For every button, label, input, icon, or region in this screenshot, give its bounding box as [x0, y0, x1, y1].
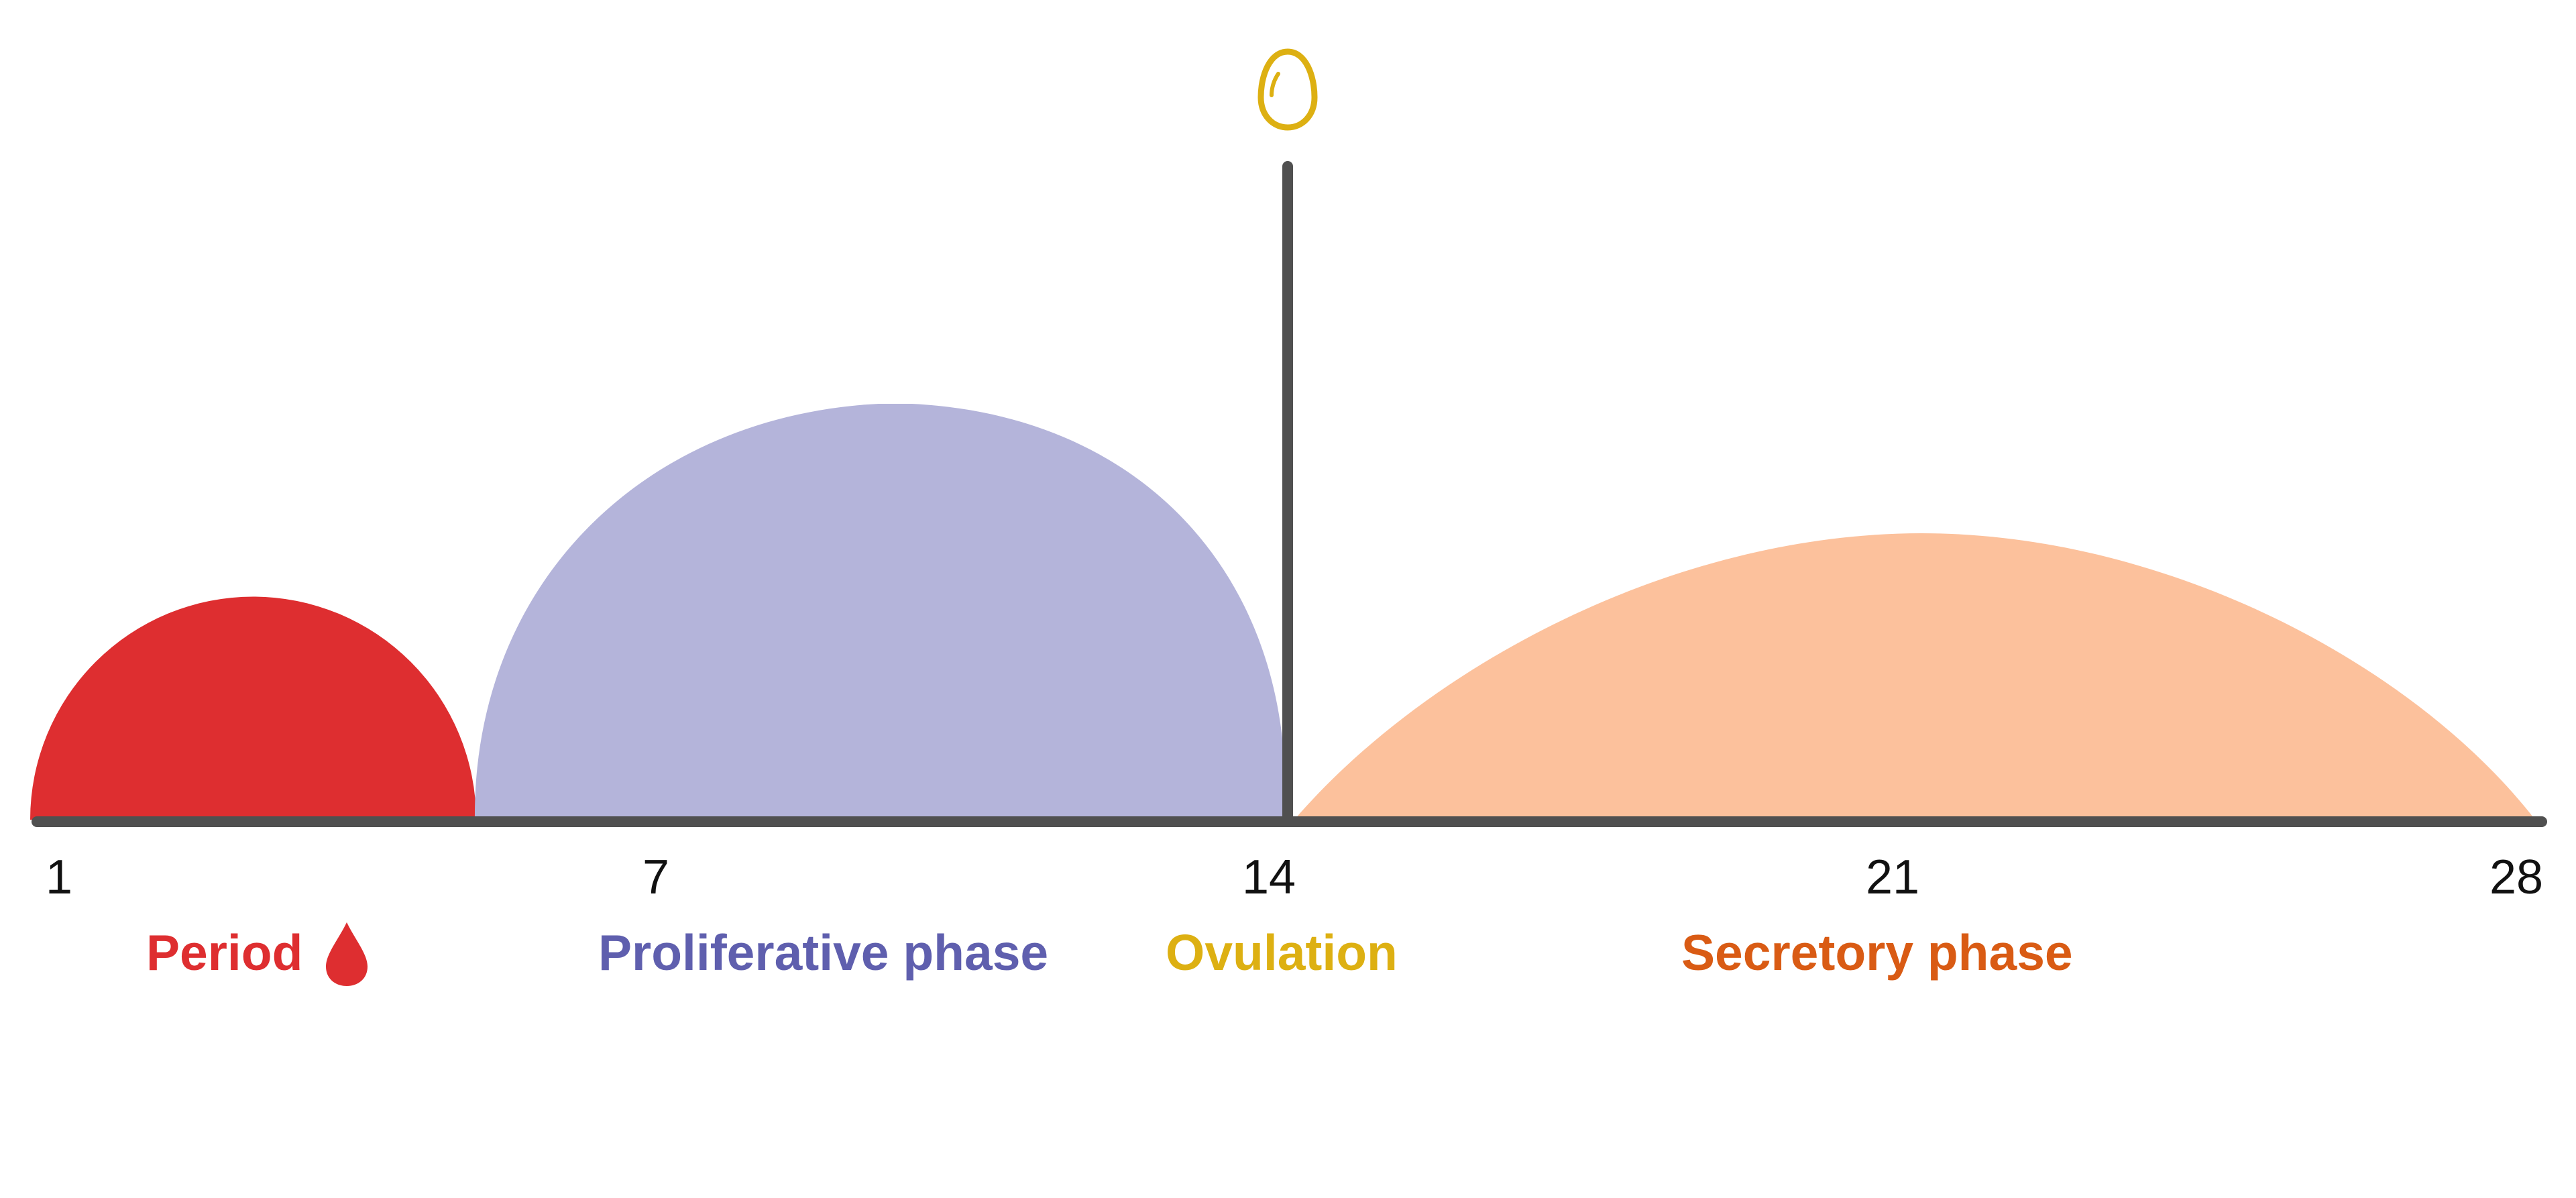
tick-label-day-14: 14 [1242, 851, 1296, 904]
secretory-phase-label: Secretory phase [1681, 924, 2073, 981]
ovulation-label: Ovulation [1166, 924, 1398, 981]
blood-drop-icon [326, 922, 368, 986]
tick-label-day-21: 21 [1866, 851, 1919, 904]
tick-label-day-1: 1 [46, 851, 72, 904]
proliferative-phase-label: Proliferative phase [598, 924, 1048, 981]
period-label: Period [146, 924, 302, 981]
secretory-dome [1294, 533, 2535, 820]
tick-label-day-7: 7 [642, 851, 669, 904]
proliferative-dome [474, 404, 1286, 820]
egg-icon [1257, 48, 1318, 131]
tick-label-day-28: 28 [2489, 851, 2543, 904]
period-dome [30, 596, 476, 820]
